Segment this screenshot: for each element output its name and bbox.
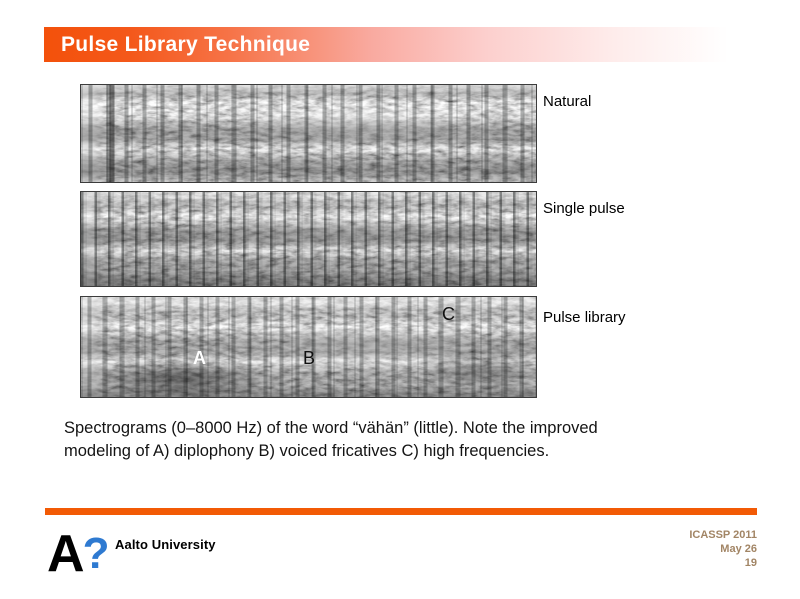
spectrogram-panel-pulse-library: A B C: [80, 296, 537, 398]
marker-b-voiced-fricatives: B: [303, 348, 316, 368]
university-name: Aalto University: [115, 537, 216, 552]
aalto-logo-question-mark: ?: [82, 529, 110, 578]
spectrogram-pulse-striations: [81, 85, 536, 182]
page-title: Pulse Library Technique: [61, 33, 311, 56]
marker-a-diplophony: A: [193, 348, 206, 368]
panel-label-single-pulse: Single pulse: [543, 200, 625, 217]
spectrogram-highlight-layer: [81, 297, 536, 397]
spectrogram-formant-bands: [81, 192, 536, 286]
spectrogram-panel-natural: [80, 84, 537, 183]
panel-label-natural: Natural: [543, 93, 592, 110]
aalto-logo-letter-a: A: [47, 525, 85, 583]
slide-title-bar: Pulse Library Technique: [44, 27, 757, 62]
conference-date: May 26: [720, 543, 757, 555]
panel-label-pulse-library: Pulse library: [543, 309, 626, 326]
spectrogram-panel-single-pulse: [80, 191, 537, 287]
aalto-university-logo: A ?: [47, 525, 110, 583]
spectrogram-highlight-layer: [81, 192, 536, 286]
spectrogram-formant-bands: [81, 297, 536, 397]
slide-number: 19: [744, 557, 757, 569]
figure-caption: Spectrograms (0–8000 Hz) of the word “vä…: [64, 417, 764, 463]
caption-line-1: Spectrograms (0–8000 Hz) of the word “vä…: [64, 419, 598, 437]
footer-divider-bar: [45, 508, 757, 515]
marker-c-high-frequencies: C: [442, 304, 455, 324]
spectrogram-pulse-striations: [81, 192, 536, 286]
conference-name: ICASSP 2011: [689, 529, 757, 541]
footer-slide-info: ICASSP 2011 May 26 19: [689, 528, 757, 570]
spectrogram-pulse-striations: [81, 297, 536, 397]
spectrogram-highlight-layer: [81, 85, 536, 182]
spectrogram-dark-clusters: [81, 297, 536, 397]
caption-line-2: modeling of A) diplophony B) voiced fric…: [64, 442, 550, 460]
spectrogram-formant-bands: [81, 85, 536, 182]
